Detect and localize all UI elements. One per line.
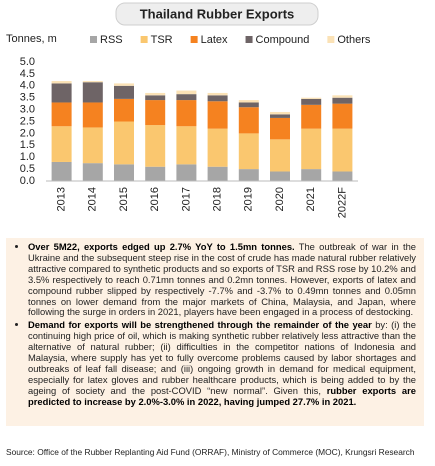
- bar-segment: [270, 111, 290, 115]
- bar-segment: [332, 95, 353, 98]
- notes-list: Over 5M22, exports edged up 2.7% YoY to …: [12, 241, 417, 408]
- bar-segment: [176, 94, 197, 101]
- bar-segment: [332, 103, 353, 129]
- legend-swatch: [245, 36, 253, 43]
- note-text: The outbreak of war in the Ukraine and t…: [28, 241, 416, 318]
- source: Source: Office of the Rubber Replanting …: [6, 447, 415, 457]
- bar-segment: [51, 126, 72, 162]
- x-tick-label: 2020: [274, 187, 286, 211]
- bar-segment: [238, 107, 259, 134]
- x-tick-label: 2018: [212, 187, 224, 211]
- bar-segment: [238, 102, 259, 108]
- bar-segment: [51, 81, 72, 84]
- y-tick-label: 4.0: [20, 80, 35, 92]
- legend-swatch: [327, 36, 335, 43]
- y-axis-label: Tonnes, m: [6, 33, 57, 45]
- legend-label: TSR: [151, 34, 173, 46]
- bar-segment: [332, 97, 353, 104]
- bar-segment: [270, 171, 290, 181]
- bar-segment: [114, 98, 134, 122]
- legend-label: Others: [337, 34, 371, 46]
- notes-box: Over 5M22, exports edged up 2.7% YoY to …: [6, 238, 424, 426]
- bar-segment: [176, 164, 197, 181]
- bar-segment: [176, 100, 197, 127]
- chart: Thailand Rubber Exports Tonnes, m 0.00.5…: [6, 2, 371, 218]
- bar-segment: [114, 85, 134, 99]
- x-tick-label: 2016: [149, 187, 161, 211]
- x-tick-label: 2019: [243, 187, 255, 211]
- bar-segment: [82, 127, 103, 164]
- bar-segment: [301, 98, 322, 105]
- y-tick-label: 0.0: [20, 175, 35, 187]
- y-tick-label: 3.0: [20, 104, 35, 116]
- bar-segment: [301, 128, 322, 170]
- legend-swatch: [140, 36, 148, 43]
- bar-segment: [145, 125, 166, 167]
- bar-segment: [238, 133, 259, 170]
- bar-segment: [270, 117, 290, 140]
- legend-label: RSS: [100, 34, 123, 46]
- x-tick-label: 2015: [118, 187, 130, 211]
- legend-label: Compound: [256, 34, 310, 46]
- bar-segment: [207, 92, 228, 96]
- bar-segment: [270, 114, 290, 118]
- bar-segment: [145, 92, 166, 96]
- y-tick-label: 4.5: [20, 68, 35, 80]
- y-tick-label: 2.5: [20, 115, 35, 127]
- note: Demand for exports will be strengthened …: [28, 319, 417, 407]
- bar-segment: [51, 102, 72, 127]
- x-tick-label: 2022F: [336, 187, 348, 218]
- bar-segment: [332, 171, 353, 181]
- bar-segment: [82, 81, 103, 83]
- y-tick-label: 2.0: [20, 127, 35, 139]
- y-tick-label: 1.0: [20, 151, 35, 163]
- bar-segment: [145, 100, 166, 126]
- bar-segment: [145, 166, 166, 181]
- note: Over 5M22, exports edged up 2.7% YoY to …: [28, 241, 416, 318]
- bar-segment: [207, 101, 228, 129]
- bar-segment: [238, 100, 259, 103]
- note-text: rubber exports are predicted to increase…: [28, 384, 417, 407]
- note-text: Over 5M22, exports edged up 2.7% YoY to …: [28, 241, 295, 252]
- title-box: [115, 2, 319, 26]
- bar-segment: [145, 95, 166, 101]
- bar-segment: [114, 121, 134, 165]
- x-tick-label: 2013: [56, 187, 68, 211]
- y-tick-label: 0.5: [20, 163, 35, 175]
- bar-segment: [51, 83, 72, 103]
- bar-segment: [301, 97, 322, 99]
- bar-segment: [207, 95, 228, 102]
- x-tick-label: 2014: [87, 187, 99, 211]
- bar-segment: [176, 90, 197, 95]
- bar-segment: [82, 163, 103, 181]
- bar-segment: [301, 169, 322, 181]
- bar-segment: [332, 128, 353, 172]
- bar-segment: [301, 104, 322, 129]
- chart-title: Thailand Rubber Exports: [140, 6, 295, 21]
- x-tick-label: 2021: [305, 187, 317, 211]
- bar-segment: [176, 126, 197, 165]
- y-tick-label: 5.0: [20, 56, 35, 68]
- y-tick-label: 1.5: [20, 139, 35, 151]
- bar-segment: [207, 166, 228, 181]
- bar-segment: [51, 161, 72, 181]
- bar-segment: [82, 102, 103, 128]
- note-text: Demand for exports will be strengthened …: [28, 319, 372, 331]
- note-text: by: (i) the continuing high price of oil…: [28, 319, 416, 396]
- bar-segment: [114, 164, 134, 181]
- y-tick-label: 3.5: [20, 92, 35, 104]
- x-tick-label: 2017: [180, 187, 192, 211]
- bar-segment: [238, 169, 259, 181]
- bar-segment: [270, 139, 290, 172]
- bar-segment: [82, 82, 103, 103]
- bar-segment: [114, 83, 134, 86]
- bar-segment: [207, 128, 228, 167]
- legend-swatch: [90, 36, 97, 43]
- legend-swatch: [190, 36, 198, 43]
- legend-label: Latex: [201, 34, 228, 46]
